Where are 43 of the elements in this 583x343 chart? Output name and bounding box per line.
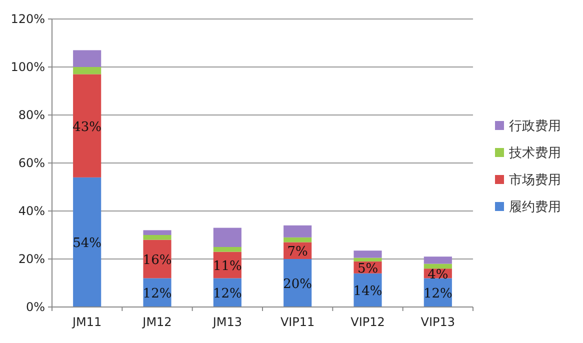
- bar: [424, 264, 452, 269]
- y-tick-label: 60%: [18, 156, 45, 170]
- y-tick-label: 120%: [10, 12, 45, 26]
- data-label: 7%: [287, 244, 308, 260]
- bar: [213, 247, 242, 252]
- bar: [284, 237, 312, 242]
- y-tick-label: 100%: [10, 60, 45, 74]
- x-tick-label: VIP11: [280, 315, 315, 329]
- bar: [143, 235, 172, 240]
- bar: [73, 74, 102, 178]
- bar: [73, 67, 102, 74]
- data-label: 43%: [72, 120, 102, 135]
- data-label: 5%: [357, 261, 378, 276]
- legend-label: 市场费用: [509, 173, 561, 188]
- y-tick-label: 20%: [18, 252, 45, 266]
- bar: [213, 228, 242, 247]
- bar: [73, 50, 102, 67]
- data-label: 4%: [428, 267, 448, 282]
- x-tick-label: VIP13: [420, 315, 456, 329]
- legend-label: 技术费用: [508, 146, 561, 161]
- legend-label: 履约费用: [509, 200, 561, 215]
- x-tick-label: VIP12: [350, 315, 385, 329]
- data-label: 11%: [212, 259, 242, 274]
- bar: [354, 258, 382, 262]
- x-tick-label: JM12: [142, 315, 172, 329]
- data-label: 20%: [283, 277, 312, 292]
- data-label: 14%: [353, 284, 382, 300]
- data-label: 12%: [212, 286, 242, 302]
- y-tick-label: 80%: [18, 108, 45, 122]
- legend-label: 行政费用: [509, 119, 561, 134]
- y-tick-label: 0%: [26, 300, 45, 314]
- data-label: 16%: [142, 253, 172, 268]
- data-label: 54%: [72, 236, 102, 252]
- bar: [284, 225, 312, 238]
- bar: [424, 256, 452, 264]
- data-label: 12%: [423, 286, 452, 302]
- bar: [143, 230, 172, 235]
- x-tick-label: JM13: [212, 315, 242, 329]
- data-label: 12%: [142, 286, 172, 302]
- y-tick-label: 40%: [18, 204, 45, 218]
- bar: [354, 250, 382, 258]
- bar: [73, 177, 102, 307]
- x-tick-label: JM11: [71, 315, 102, 329]
